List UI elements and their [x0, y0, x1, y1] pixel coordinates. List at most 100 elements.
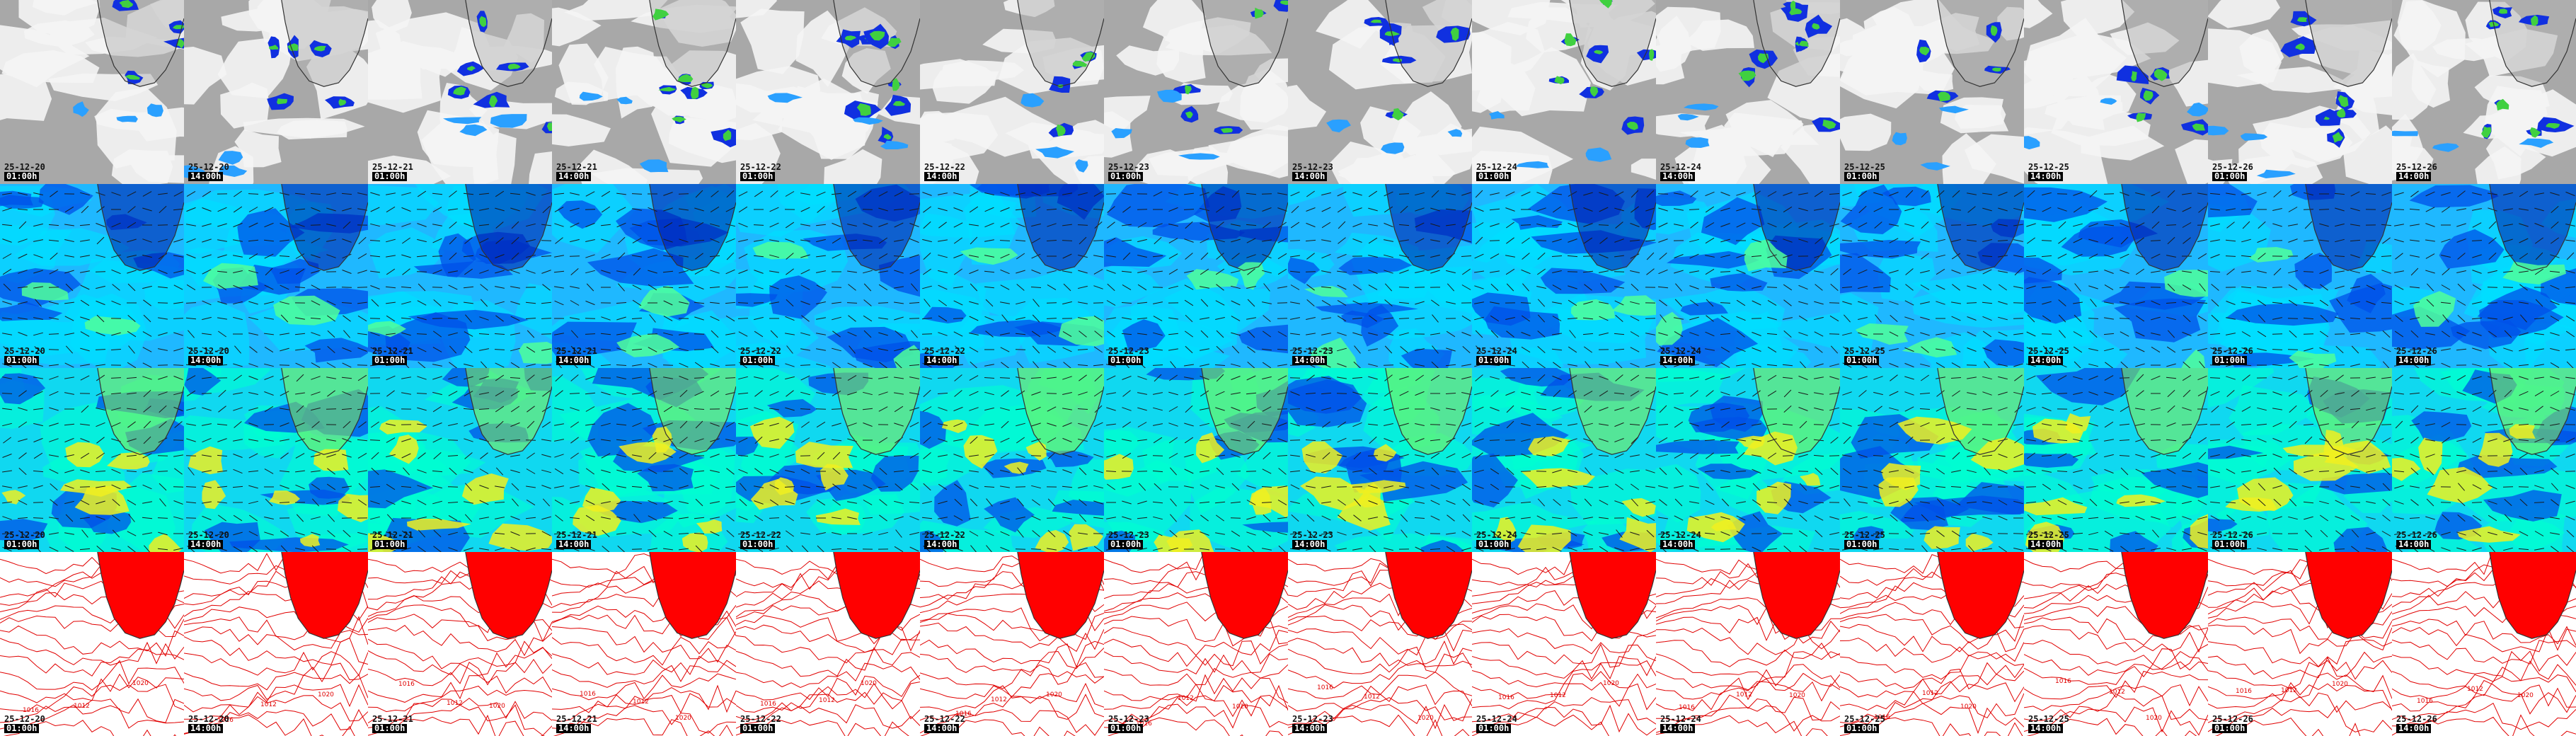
isobar-label: 1020	[2517, 692, 2534, 699]
pressure-map: 1016 1012 1020	[368, 552, 552, 736]
timestamp-label: 25-12-26 14:00h	[2396, 347, 2453, 365]
forecast-time: 14:00h	[924, 172, 960, 181]
pressure-map: 1016 1012 1020	[0, 552, 184, 736]
forecast-date: 25-12-24	[1476, 530, 1517, 540]
wind-high-map	[1656, 368, 1840, 552]
cloud-precip-map	[1472, 0, 1656, 184]
wind-low-map	[368, 184, 552, 368]
forecast-time: 01:00h	[4, 540, 40, 549]
forecast-time: 01:00h	[1844, 724, 1880, 733]
pressure-map: 1016 1012 1020	[1840, 552, 2024, 736]
timestamp-label: 25-12-20 14:00h	[188, 715, 245, 733]
wind-high-map	[1840, 368, 2024, 552]
isobar-label: 1020	[1418, 715, 1434, 722]
forecast-time: 01:00h	[1844, 540, 1880, 549]
cloud-precip-panel: 25-12-26 01:00h	[2208, 0, 2392, 184]
cloud-precip-map	[1656, 0, 1840, 184]
timestamp-label: 25-12-22 14:00h	[924, 347, 981, 365]
pressure-panel: 1016 1012 1020 25-12-25 14:00h	[2024, 552, 2208, 736]
wind-low-map	[736, 184, 920, 368]
wind-high-map	[736, 368, 920, 552]
forecast-time: 01:00h	[372, 356, 408, 365]
isobar-label: 1012	[1364, 694, 1380, 701]
timestamp-label: 25-12-22 01:00h	[740, 715, 797, 733]
forecast-date: 25-12-22	[740, 346, 781, 356]
cloud-precip-panel: 25-12-25 14:00h	[2024, 0, 2208, 184]
forecast-date: 25-12-20	[4, 162, 45, 172]
forecast-date: 25-12-26	[2212, 162, 2253, 172]
pressure-map: 1016 1012 1020	[1656, 552, 1840, 736]
wind-low-panel: 25-12-21 01:00h	[368, 184, 552, 368]
wind-low-panel: 25-12-24 01:00h	[1472, 184, 1656, 368]
timestamp-label: 25-12-20 14:00h	[188, 163, 245, 181]
timestamp-label: 25-12-26 01:00h	[2212, 347, 2269, 365]
forecast-date: 25-12-25	[1844, 346, 1885, 356]
forecast-date: 25-12-24	[1476, 162, 1517, 172]
cloud-precip-panel: 25-12-22 01:00h	[736, 0, 920, 184]
isobar-label: 1020	[2332, 681, 2348, 688]
pressure-panel: 1016 1012 1020 25-12-21 01:00h	[368, 552, 552, 736]
cloud-precip-panel: 25-12-22 14:00h	[920, 0, 1104, 184]
forecast-date: 25-12-20	[4, 530, 45, 540]
wind-low-map	[0, 184, 184, 368]
isobar-label: 1016	[2236, 688, 2252, 695]
pressure-panel: 1016 1012 1020 25-12-22 14:00h	[920, 552, 1104, 736]
isobar-label: 1012	[1178, 695, 1194, 702]
forecast-time: 14:00h	[1660, 356, 1696, 365]
forecast-date: 25-12-26	[2396, 530, 2437, 540]
forecast-date: 25-12-21	[556, 530, 597, 540]
isobar-label: 1020	[1960, 703, 1977, 711]
isobar-label: 1016	[2055, 678, 2071, 685]
timestamp-label: 25-12-26 14:00h	[2396, 715, 2453, 733]
forecast-time: 01:00h	[1844, 172, 1880, 181]
forecast-time: 14:00h	[1292, 540, 1328, 549]
isobar-label: 1020	[1603, 680, 1619, 687]
timestamp-label: 25-12-21 01:00h	[372, 531, 429, 549]
wind-high-panel: 25-12-22 14:00h	[920, 368, 1104, 552]
forecast-date: 25-12-22	[924, 530, 965, 540]
cloud-precip-panel: 25-12-21 01:00h	[368, 0, 552, 184]
forecast-time: 01:00h	[740, 172, 776, 181]
wind-high-map	[0, 368, 184, 552]
cloud-precip-map	[2392, 0, 2576, 184]
pressure-panel: 1016 1012 1020 25-12-26 01:00h	[2208, 552, 2392, 736]
forecast-date: 25-12-21	[556, 714, 597, 724]
cloud-precip-panel: 25-12-21 14:00h	[552, 0, 736, 184]
wind-low-map	[1472, 184, 1656, 368]
forecast-date: 25-12-23	[1292, 162, 1333, 172]
forecast-time: 14:00h	[2028, 356, 2064, 365]
isobar-label: 1012	[260, 701, 277, 708]
isobar-label: 1020	[132, 680, 149, 687]
cloud-precip-map	[0, 0, 184, 184]
timestamp-label: 25-12-24 01:00h	[1476, 163, 1533, 181]
cloud-precip-map	[2208, 0, 2392, 184]
pressure-panel: 1016 1012 1020 25-12-20 01:00h	[0, 552, 184, 736]
forecast-date: 25-12-25	[1844, 530, 1885, 540]
cloud-precip-panel: 25-12-26 14:00h	[2392, 0, 2576, 184]
timestamp-label: 25-12-26 14:00h	[2396, 531, 2453, 549]
timestamp-label: 25-12-23 01:00h	[1108, 163, 1165, 181]
cloud-precip-map	[1840, 0, 2024, 184]
cloud-precip-map	[552, 0, 736, 184]
wind-low-panel: 25-12-24 14:00h	[1656, 184, 1840, 368]
isobar-label: 1016	[760, 701, 776, 708]
pressure-map: 1016 1012 1020	[2208, 552, 2392, 736]
wind-low-map	[1104, 184, 1288, 368]
pressure-panel: 1016 1012 1020 25-12-20 14:00h	[184, 552, 368, 736]
timestamp-label: 25-12-22 14:00h	[924, 163, 981, 181]
forecast-date: 25-12-23	[1108, 162, 1149, 172]
pressure-map: 1016 1012 1020	[920, 552, 1104, 736]
isobar-label: 1012	[633, 698, 649, 706]
wind-high-map	[2208, 368, 2392, 552]
forecast-time: 14:00h	[188, 540, 224, 549]
cloud-precip-panel: 25-12-24 14:00h	[1656, 0, 1840, 184]
forecast-time: 14:00h	[924, 356, 960, 365]
forecast-time: 14:00h	[556, 172, 592, 181]
forecast-date: 25-12-22	[740, 714, 781, 724]
forecast-time: 01:00h	[1108, 172, 1144, 181]
forecast-date: 25-12-26	[2396, 162, 2437, 172]
wind-low-map	[920, 184, 1104, 368]
forecast-date: 25-12-24	[1660, 162, 1701, 172]
forecast-date: 25-12-25	[1844, 714, 1885, 724]
forecast-time: 01:00h	[1476, 172, 1512, 181]
